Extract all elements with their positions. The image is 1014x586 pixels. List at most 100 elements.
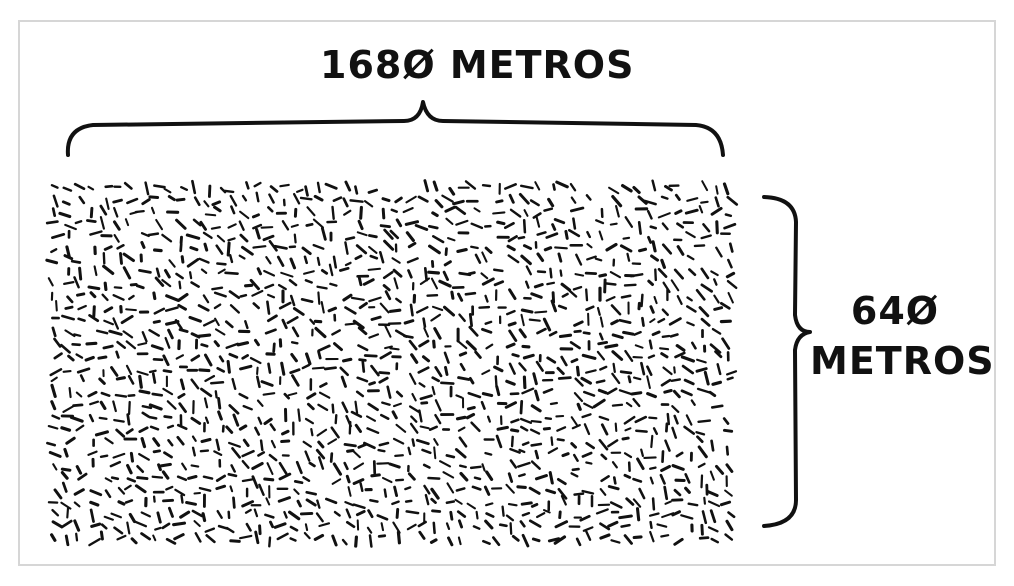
dash-mark bbox=[175, 272, 184, 280]
dash-mark bbox=[141, 198, 151, 206]
dash-mark bbox=[595, 508, 609, 515]
width-label: 168Ø METROS bbox=[320, 43, 635, 87]
dash-mark bbox=[161, 233, 173, 243]
dash-mark bbox=[151, 392, 164, 397]
dash-mark bbox=[561, 292, 569, 298]
dash-mark bbox=[88, 314, 100, 323]
dash-mark bbox=[417, 520, 427, 528]
dash-mark bbox=[126, 197, 139, 205]
dash-mark bbox=[303, 255, 308, 265]
dash-mark bbox=[152, 291, 157, 301]
dash-mark bbox=[94, 430, 109, 437]
dash-mark bbox=[671, 510, 682, 517]
dash-mark bbox=[581, 353, 597, 360]
dash-mark bbox=[388, 462, 401, 469]
dash-mark bbox=[508, 193, 515, 204]
dash-mark bbox=[576, 402, 582, 411]
dash-mark bbox=[369, 498, 379, 503]
dash-mark bbox=[395, 218, 403, 228]
dash-mark bbox=[344, 306, 357, 315]
dash-mark bbox=[427, 270, 440, 275]
dash-mark bbox=[648, 416, 658, 420]
dash-mark bbox=[101, 293, 109, 302]
dash-mark bbox=[168, 259, 176, 268]
dash-mark bbox=[700, 200, 709, 204]
dash-mark bbox=[109, 460, 122, 468]
dash-mark bbox=[178, 328, 189, 333]
dash-mark bbox=[519, 520, 526, 528]
dash-mark bbox=[457, 536, 462, 546]
dash-mark bbox=[429, 538, 438, 544]
dash-mark bbox=[687, 502, 699, 507]
dash-mark bbox=[190, 464, 200, 468]
dash-mark bbox=[316, 256, 321, 266]
dash-mark bbox=[448, 186, 456, 196]
dash-mark bbox=[585, 441, 595, 450]
dash-mark bbox=[216, 262, 227, 266]
dash-mark bbox=[179, 510, 191, 519]
dash-mark bbox=[466, 406, 476, 411]
dash-mark bbox=[241, 245, 254, 256]
dash-mark bbox=[362, 278, 375, 286]
dash-mark bbox=[445, 522, 451, 531]
dash-mark bbox=[217, 410, 223, 421]
dash-mark bbox=[163, 415, 173, 419]
dash-mark bbox=[213, 303, 222, 310]
dash-mark bbox=[98, 377, 106, 385]
dash-mark bbox=[126, 521, 131, 535]
dash-mark bbox=[231, 447, 242, 459]
dash-mark bbox=[51, 414, 61, 420]
dash-mark bbox=[66, 295, 74, 304]
dash-mark bbox=[470, 421, 481, 433]
dash-mark bbox=[172, 521, 187, 527]
dash-mark bbox=[112, 317, 120, 330]
dash-mark bbox=[627, 375, 632, 384]
dash-mark bbox=[75, 532, 79, 542]
dash-mark bbox=[49, 368, 63, 377]
dash-mark bbox=[458, 313, 466, 323]
dash-mark bbox=[485, 470, 494, 481]
dash-mark bbox=[357, 219, 364, 231]
dash-mark bbox=[163, 187, 172, 194]
dash-mark bbox=[239, 534, 253, 540]
dash-mark bbox=[382, 284, 391, 292]
dash-mark bbox=[229, 194, 238, 207]
dash-mark bbox=[355, 244, 368, 255]
dash-mark bbox=[640, 448, 645, 458]
dash-mark bbox=[408, 405, 420, 413]
dash-mark bbox=[632, 477, 643, 483]
dash-mark bbox=[333, 510, 341, 517]
dash-mark bbox=[310, 427, 314, 437]
dash-mark bbox=[140, 240, 146, 249]
dash-mark bbox=[92, 305, 96, 318]
dash-mark bbox=[675, 344, 686, 352]
dash-mark bbox=[299, 511, 314, 516]
dash-mark bbox=[87, 390, 98, 398]
dash-field bbox=[45, 179, 739, 548]
dash-mark bbox=[112, 220, 121, 231]
dash-mark bbox=[58, 211, 72, 219]
dash-mark bbox=[447, 536, 454, 547]
dash-mark bbox=[157, 463, 162, 472]
dash-mark bbox=[87, 185, 95, 191]
dash-mark bbox=[619, 370, 633, 375]
dash-mark bbox=[348, 420, 352, 435]
dash-mark bbox=[332, 462, 343, 476]
dash-mark bbox=[510, 418, 520, 424]
dash-mark bbox=[317, 456, 325, 470]
dash-mark bbox=[475, 510, 479, 520]
dash-mark bbox=[620, 294, 632, 299]
dash-mark bbox=[649, 318, 656, 324]
dash-mark bbox=[230, 205, 236, 215]
dash-mark bbox=[542, 426, 551, 431]
dash-mark bbox=[60, 467, 72, 472]
dash-mark bbox=[710, 537, 720, 544]
dash-mark bbox=[432, 339, 436, 349]
dash-mark bbox=[703, 370, 710, 386]
dash-mark bbox=[389, 308, 402, 313]
dash-mark bbox=[296, 499, 302, 508]
dash-mark bbox=[450, 290, 455, 300]
dash-mark bbox=[431, 376, 440, 383]
dash-mark bbox=[63, 280, 75, 286]
dash-mark bbox=[151, 372, 157, 384]
